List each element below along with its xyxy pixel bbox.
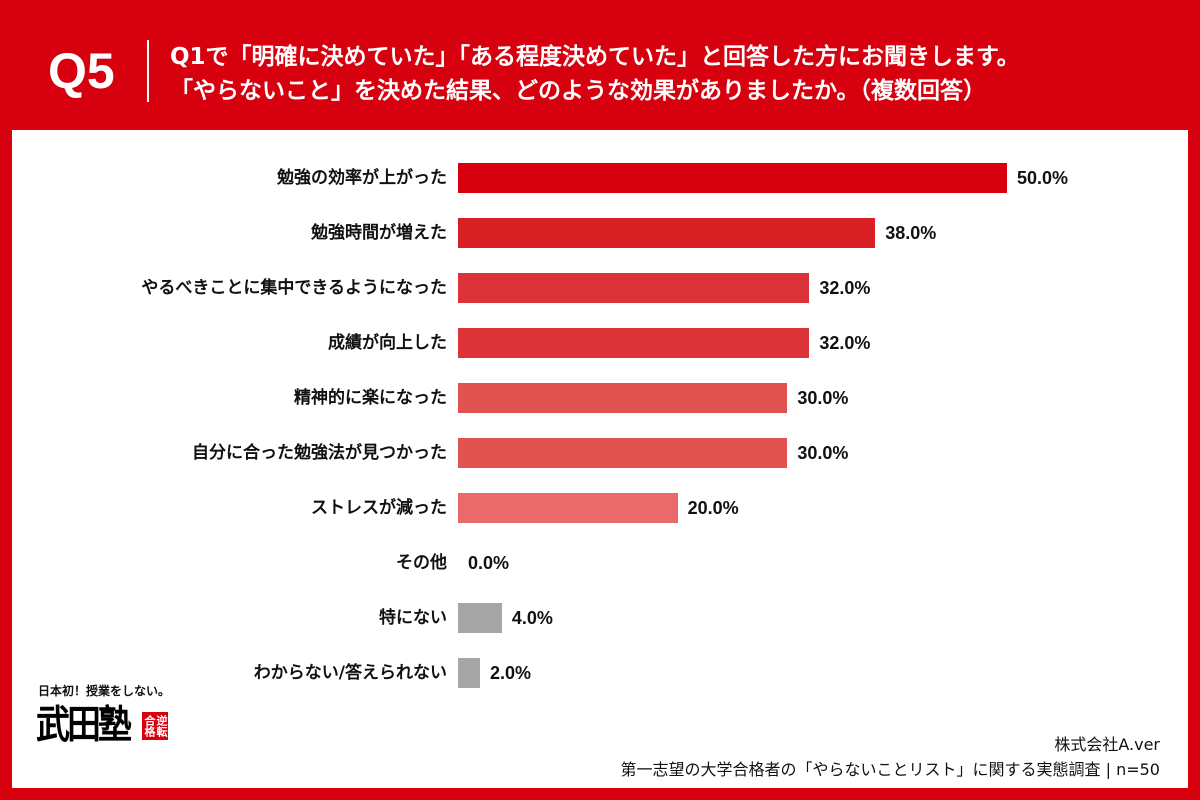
bar-value-label: 4.0% [511, 608, 553, 628]
bar-category-label: 勉強の効率が上がった [277, 168, 447, 188]
bar-category-label: 自分に合った勉強法が見つかった [192, 443, 447, 463]
question-number: Q5 [48, 43, 115, 99]
bar [458, 218, 876, 248]
bar-value-label: 30.0% [797, 443, 849, 463]
bar-value-label: 32.0% [819, 333, 871, 353]
bar-category-label: 特にない [379, 608, 447, 628]
bar-value-label: 38.0% [885, 223, 937, 243]
bar-category-label: 勉強時間が増えた [311, 223, 447, 243]
bar [458, 658, 480, 688]
logo-tagline: 日本初！授業をしない。 [38, 684, 171, 698]
bar [458, 438, 788, 468]
bar [458, 603, 502, 633]
logo-seal: 逆転合格 [142, 712, 168, 740]
header-divider [147, 40, 149, 102]
source-survey: 第一志望の大学合格者の「やらないことリスト」に関する実態調査 | n=50 [620, 760, 1160, 779]
question-text-line-1: Q1で「明確に決めていた」「ある程度決めていた」と回答した方にお聞きします。 [170, 44, 1020, 70]
bar-value-label: 20.0% [687, 498, 739, 518]
bar-category-label: わからない/答えられない [253, 663, 447, 683]
bar [458, 493, 678, 523]
bar-category-label: やるべきことに集中できるようになった [141, 278, 447, 298]
bar [458, 273, 810, 303]
bar-category-label: ストレスが減った [311, 498, 447, 518]
bar-category-label: 成績が向上した [328, 333, 447, 353]
horizontal-bar-chart: 勉強の効率が上がった 50.0% 勉強時間が増えた 38.0% やるべきことに集中できる… [0, 150, 1200, 700]
bar [458, 328, 810, 358]
bar-category-label: その他 [396, 553, 447, 573]
question-text-line-2: 「やらないこと」を決めた結果、どのような効果がありましたか。（複数回答） [170, 78, 987, 104]
source-company: 株式会社A.ver [1054, 735, 1160, 754]
logo-name: 武田塾 [36, 702, 132, 749]
bar [458, 383, 788, 413]
bar-value-label: 2.0% [489, 663, 531, 683]
takeda-juku-logo: 日本初！授業をしない。 武田塾 逆転合格 [36, 682, 176, 752]
bar [458, 163, 1007, 193]
bar-value-label: 32.0% [819, 278, 871, 298]
bar-value-label: 50.0% [1017, 168, 1069, 188]
bar-category-label: 精神的に楽になった [294, 388, 447, 408]
bar-value-label: 30.0% [797, 388, 849, 408]
bar-value-label: 0.0% [468, 553, 510, 573]
